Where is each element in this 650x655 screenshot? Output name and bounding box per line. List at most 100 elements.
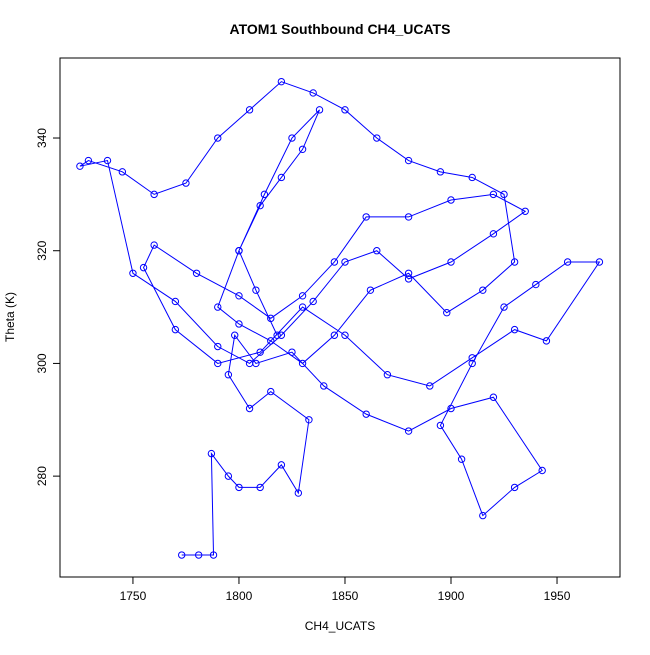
data-point xyxy=(521,207,529,215)
data-point xyxy=(404,156,413,165)
data-point xyxy=(214,303,222,311)
data-point xyxy=(373,134,381,142)
data-point xyxy=(235,320,243,328)
data-point xyxy=(150,241,158,249)
data-point xyxy=(320,382,328,390)
data-point xyxy=(538,466,546,475)
data-point xyxy=(426,382,434,390)
x-tick-label: 1850 xyxy=(332,589,359,603)
data-point xyxy=(267,314,275,323)
data-point xyxy=(252,286,260,294)
data-point xyxy=(194,551,203,559)
data-point xyxy=(288,348,296,356)
data-point xyxy=(256,348,264,356)
plot-box xyxy=(59,57,621,578)
data-point xyxy=(298,292,307,300)
data-point xyxy=(245,359,254,368)
data-point xyxy=(235,247,243,255)
data-point xyxy=(267,337,275,345)
data-point xyxy=(298,145,307,153)
data-point xyxy=(129,269,137,277)
data-point xyxy=(256,483,264,492)
data-point xyxy=(305,416,313,424)
x-tick-label: 1750 xyxy=(120,589,147,603)
data-point xyxy=(277,331,286,339)
data-point xyxy=(500,190,508,199)
data-point xyxy=(277,77,286,86)
data-point xyxy=(468,354,476,362)
data-point xyxy=(171,297,180,306)
data-point xyxy=(245,404,254,413)
data-point xyxy=(366,286,375,294)
data-point xyxy=(468,359,476,368)
data-point xyxy=(510,483,519,492)
data-point xyxy=(447,258,455,266)
data-point xyxy=(500,303,508,311)
data-point xyxy=(309,89,317,97)
data-point xyxy=(298,303,307,311)
data-point xyxy=(235,483,243,492)
data-point xyxy=(245,106,254,114)
data-point xyxy=(214,134,222,142)
data-point xyxy=(510,325,519,334)
data-line xyxy=(79,81,601,556)
data-point xyxy=(489,393,498,401)
data-point xyxy=(224,472,233,480)
data-point xyxy=(447,196,455,204)
data-point xyxy=(341,331,349,339)
data-point xyxy=(139,263,148,272)
data-point xyxy=(231,331,239,339)
data-point xyxy=(479,286,487,294)
x-tick-label: 1950 xyxy=(544,589,571,603)
data-point xyxy=(273,331,281,339)
data-point xyxy=(542,337,551,345)
data-point xyxy=(330,258,339,266)
x-tick-label: 1800 xyxy=(226,589,253,603)
data-point xyxy=(489,230,498,238)
data-point xyxy=(309,297,317,306)
data-point xyxy=(150,190,158,199)
y-tick-label: 280 xyxy=(35,466,49,486)
data-point xyxy=(315,106,324,114)
data-point xyxy=(404,213,413,221)
data-point xyxy=(76,162,84,170)
data-point xyxy=(479,511,487,520)
data-point xyxy=(224,370,233,379)
data-point xyxy=(468,173,476,182)
data-point xyxy=(341,258,349,266)
data-point xyxy=(443,309,451,317)
data-point xyxy=(595,258,604,266)
chart-title: ATOM1 Southbound CH4_UCATS xyxy=(230,21,451,37)
data-point xyxy=(436,421,445,430)
data-point xyxy=(103,156,112,165)
data-point xyxy=(277,173,286,182)
data-point xyxy=(341,106,349,114)
data-point xyxy=(214,359,222,368)
data-point xyxy=(532,280,540,289)
data-point xyxy=(404,427,413,435)
data-point xyxy=(457,455,466,463)
data-point xyxy=(192,269,201,277)
x-axis-label: CH4_UCATS xyxy=(305,619,375,633)
data-point xyxy=(277,461,286,469)
data-point xyxy=(294,489,303,497)
data-point xyxy=(235,292,243,300)
data-point xyxy=(214,342,222,351)
y-tick-label: 320 xyxy=(35,240,49,260)
data-point xyxy=(118,168,127,176)
data-point xyxy=(267,387,275,396)
x-tick-label: 1900 xyxy=(438,589,465,603)
data-point xyxy=(383,370,392,379)
data-point xyxy=(447,404,455,413)
y-axis-label: Theta (K) xyxy=(3,292,17,342)
data-point xyxy=(436,168,445,176)
data-point xyxy=(182,179,190,187)
data-point xyxy=(260,190,269,199)
data-point xyxy=(373,247,381,255)
data-point xyxy=(207,449,216,458)
data-point xyxy=(298,359,307,368)
data-point xyxy=(489,190,498,199)
data-point xyxy=(256,201,264,210)
